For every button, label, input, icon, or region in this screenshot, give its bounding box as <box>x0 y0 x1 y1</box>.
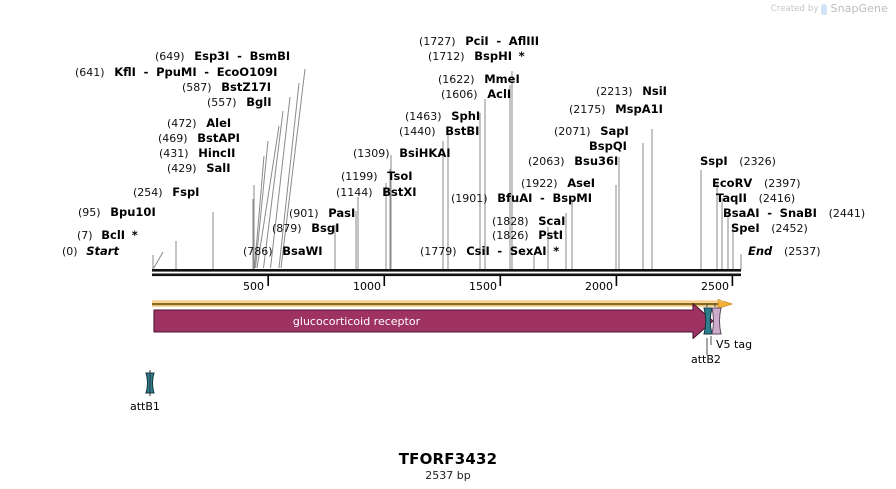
name-separator: - <box>540 191 545 205</box>
snapgene-logo-icon <box>821 4 828 15</box>
enzyme-label-psti[interactable]: (1826) PstI <box>492 228 564 242</box>
sequence-title: TFORF3432 <box>398 450 498 468</box>
star-marker: * <box>131 228 138 242</box>
feature-label-v5-tag: V5 tag <box>716 338 753 351</box>
name-separator: - <box>237 49 242 63</box>
enzyme-label-tsoi[interactable]: (1199) TsoI <box>341 169 413 183</box>
ruler-tick-label-500: 500 <box>243 280 264 293</box>
enzyme-label-taqii[interactable]: TaqII (2416) <box>716 191 796 205</box>
enzyme-label-bsu36i[interactable]: (2063) Bsu36I <box>528 154 619 168</box>
enzyme-label-pasi[interactable]: (901) PasI <box>289 206 356 220</box>
enzyme-label-bpu10i[interactable]: (95) Bpu10I <box>78 205 156 219</box>
sequence-length: 2537 bp <box>425 469 471 482</box>
star-marker: * <box>553 244 560 258</box>
snapgene-brand-text: SnapGene <box>830 2 888 15</box>
snapgene-credit: Created by SnapGene <box>771 2 888 15</box>
name-separator: - <box>143 65 149 79</box>
enzyme-label-bsihkai[interactable]: (1309) BsiHKAI <box>353 146 451 160</box>
enzyme-label-ecorv[interactable]: EcoRV (2397) <box>712 176 801 190</box>
enzyme-label-asei[interactable]: (1922) AseI <box>521 176 596 190</box>
name-separator: - <box>204 65 210 79</box>
enzyme-label-pcii[interactable]: (1727) PciI - AflIII <box>419 34 540 48</box>
ruler-tick-label-1000: 1000 <box>353 280 381 293</box>
enzyme-label-bstxi[interactable]: (1144) BstXI <box>336 185 417 199</box>
enzyme-label-esp3i[interactable]: (649) Esp3I - BsmBI <box>155 49 291 63</box>
enzyme-label-acli[interactable]: (1606) AclI <box>441 87 512 101</box>
enzyme-label-kfli[interactable]: (641) KflI - PpuMI - EcoO109I <box>75 65 278 79</box>
ruler-tick-label-2500: 2500 <box>701 280 729 293</box>
enzyme-label-mspa1i[interactable]: (2175) MspA1I <box>569 102 663 116</box>
feature-glucocorticoid-receptor[interactable] <box>153 302 714 340</box>
name-separator: - <box>767 206 772 220</box>
enzyme-label-mmei[interactable]: (1622) MmeI <box>438 72 520 86</box>
ruler-tick-label-1500: 1500 <box>469 280 497 293</box>
enzyme-label-bstz17i[interactable]: (587) BstZ17I <box>182 80 271 94</box>
leader-lines <box>152 68 742 270</box>
sequence-backbone <box>152 269 741 277</box>
enzyme-label-sali[interactable]: (429) SalI <box>167 161 231 175</box>
enzyme-label-hincii[interactable]: (431) HincII <box>159 146 236 160</box>
created-by-text: Created by <box>770 3 819 14</box>
enzyme-label-start[interactable]: (0) Start <box>62 244 119 258</box>
enzyme-label-bgli[interactable]: (557) BglI <box>207 95 272 109</box>
feature-label-attb1: attB1 <box>130 400 160 413</box>
enzyme-label-bsgi[interactable]: (879) BsgI <box>272 221 340 235</box>
enzyme-label-end[interactable]: End (2537) <box>748 244 821 258</box>
ruler-tick-label-2000: 2000 <box>585 280 613 293</box>
enzyme-label-csii[interactable]: (1779) CsiI - SexAI * <box>420 244 560 258</box>
enzyme-label-sapi[interactable]: (2071) SapI <box>554 124 629 138</box>
enzyme-label-sphi[interactable]: (1463) SphI <box>405 109 481 123</box>
feature-label-glucocorticoid-receptor: glucocorticoid receptor <box>292 315 421 328</box>
enzyme-label-nsii[interactable]: (2213) NsiI <box>596 84 667 98</box>
enzyme-label-bspqi[interactable]: BspQI <box>589 139 627 153</box>
feature-connector-lines <box>706 303 716 355</box>
enzyme-label-scai[interactable]: (1828) ScaI <box>492 214 566 228</box>
enzyme-label-bfuai[interactable]: (1901) BfuAI - BspMI <box>451 191 593 205</box>
feature-label-attb2: attB2 <box>691 353 721 366</box>
enzyme-label-spei[interactable]: SpeI (2452) <box>731 221 808 235</box>
ruler-ticks <box>267 276 734 286</box>
name-separator: - <box>497 244 503 258</box>
enzyme-label-fspi[interactable]: (254) FspI <box>133 185 200 199</box>
orf-span-arrow <box>152 298 734 310</box>
feature-attb1[interactable] <box>145 370 155 396</box>
enzyme-label-bstapi[interactable]: (469) BstAPI <box>158 131 240 145</box>
enzyme-label-sspi[interactable]: SspI (2326) <box>700 154 776 168</box>
feature-attb2[interactable] <box>711 307 722 335</box>
star-marker: * <box>518 49 525 63</box>
enzyme-label-bsawi[interactable]: (786) BsaWI <box>243 244 323 258</box>
enzyme-label-bsaai[interactable]: BsaAI - SnaBI (2441) <box>723 206 866 220</box>
enzyme-label-alei[interactable]: (472) AleI <box>167 116 232 130</box>
enzyme-label-bstbi[interactable]: (1440) BstBI <box>399 124 480 138</box>
name-separator: - <box>496 34 502 48</box>
enzyme-label-bsphi[interactable]: (1712) BspHI * <box>428 49 525 63</box>
enzyme-label-bcli[interactable]: (7) BclI * <box>77 228 138 242</box>
